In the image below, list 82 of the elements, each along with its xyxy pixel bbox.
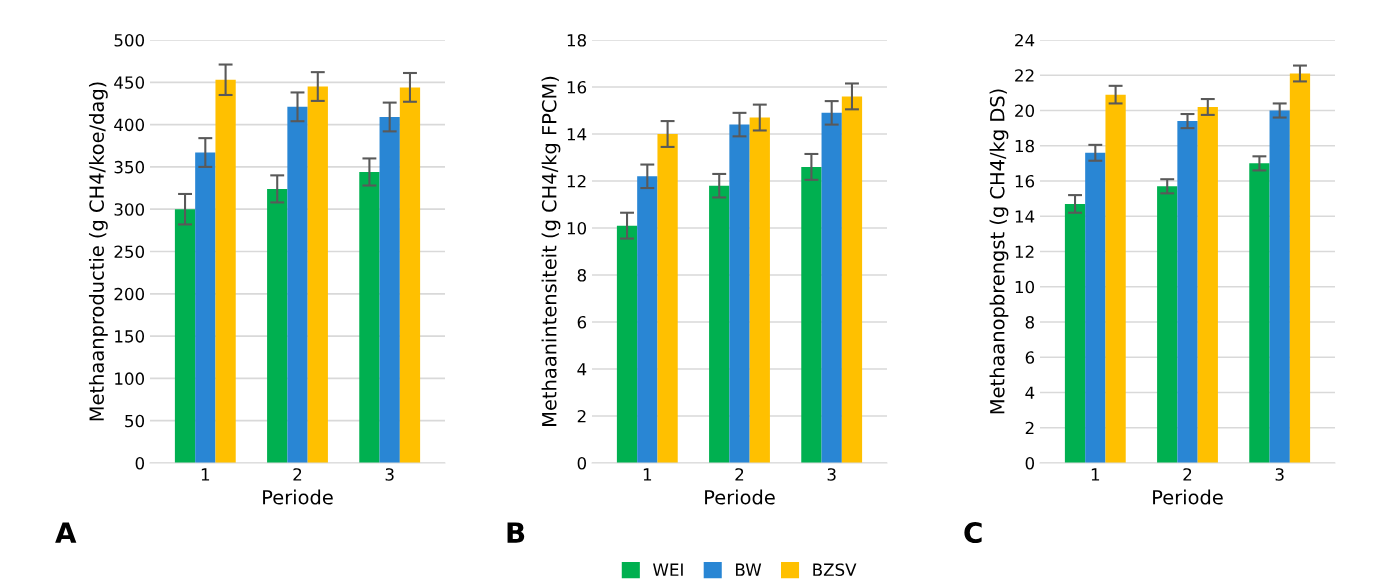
x-tick-label: 2 — [293, 468, 302, 481]
x-tick-label: 3 — [1275, 468, 1284, 481]
bar — [657, 134, 678, 463]
y-tick-label: 50 — [125, 414, 145, 428]
bar — [821, 112, 842, 463]
bar — [1177, 121, 1198, 463]
bar — [749, 117, 770, 463]
bar — [307, 86, 328, 463]
bar — [1157, 186, 1178, 463]
y-tick-label: 2 — [1025, 421, 1034, 435]
y-tick-label: 150 — [115, 330, 145, 343]
bar — [841, 96, 863, 463]
x-axis-title: Periode — [263, 489, 333, 505]
legend-label: BZSV — [813, 563, 857, 576]
y-tick-label: 20 — [1015, 104, 1035, 118]
y-tick-label: 0 — [135, 456, 145, 470]
x-tick-label: 2 — [1183, 468, 1192, 481]
legend-label: WEI — [653, 563, 683, 576]
y-tick-label: 450 — [114, 76, 145, 89]
y-tick-label: 4 — [577, 363, 587, 376]
y-tick-label: 12 — [567, 174, 586, 188]
bar — [195, 152, 216, 463]
bar — [1085, 152, 1106, 463]
y-tick-label: 22 — [1015, 69, 1034, 82]
legend-label: BW — [736, 563, 762, 576]
y-axis-title: Methaanintensiteit (g CH4/kg FPCM) — [541, 76, 561, 426]
x-axis-title: Periode — [705, 489, 775, 505]
y-tick-label: 6 — [577, 315, 587, 329]
y-tick-label: 4 — [1025, 386, 1035, 399]
text: C — [964, 522, 982, 544]
text: A — [55, 522, 77, 543]
bar — [267, 188, 288, 463]
y-tick-label: 14 — [567, 128, 587, 141]
bar — [1249, 163, 1270, 463]
bar — [399, 87, 421, 463]
y-tick-label: 200 — [114, 287, 145, 301]
y-tick-label: 500 — [114, 33, 145, 47]
x-tick-label: 1 — [643, 468, 652, 481]
bar — [801, 166, 822, 463]
y-tick-label: 6 — [1025, 351, 1035, 364]
x-tick-label: 1 — [1091, 468, 1100, 481]
x-axis-title: Periode — [1153, 489, 1223, 505]
y-tick-label: 0 — [1025, 456, 1035, 470]
y-tick-label: 250 — [114, 245, 145, 259]
bar — [709, 185, 730, 463]
bar — [1105, 94, 1126, 463]
y-tick-label: 400 — [114, 118, 145, 132]
bar — [1197, 106, 1218, 463]
bar — [379, 116, 400, 463]
bar — [1289, 73, 1311, 463]
y-tick-label: 350 — [114, 160, 145, 174]
x-tick-label: 1 — [201, 468, 210, 481]
y-axis-title: Methaanopbrengst (g CH4/kg DS) — [989, 89, 1009, 414]
bar — [616, 225, 638, 463]
bar — [174, 209, 196, 463]
y-tick-label: 18 — [1015, 139, 1034, 153]
y-tick-label: 24 — [1015, 33, 1035, 47]
y-tick-label: 14 — [1015, 210, 1035, 223]
y-tick-label: 8 — [1025, 315, 1034, 329]
bar — [1269, 110, 1290, 463]
y-tick-label: 2 — [577, 409, 586, 423]
y-tick-label: 100 — [115, 372, 145, 385]
bar — [637, 176, 658, 463]
x-tick-label: 2 — [735, 468, 744, 481]
y-tick-label: 300 — [114, 203, 145, 216]
text: B — [507, 522, 525, 543]
x-tick-label: 3 — [827, 468, 836, 481]
y-tick-label: 10 — [1015, 280, 1035, 294]
bar — [287, 106, 308, 463]
y-tick-label: 10 — [567, 221, 587, 235]
y-tick-label: 8 — [577, 268, 586, 282]
bar — [359, 171, 380, 463]
y-tick-label: 16 — [1015, 174, 1035, 188]
y-tick-label: 18 — [567, 33, 586, 47]
y-tick-label: 0 — [577, 456, 587, 470]
bar — [729, 124, 750, 463]
y-axis-title: Methaanproductie (g CH4/koe/dag) — [88, 82, 108, 421]
bar — [215, 79, 236, 463]
bar — [1064, 203, 1086, 463]
x-tick-label: 3 — [385, 468, 394, 481]
y-tick-label: 12 — [1015, 245, 1034, 258]
y-tick-label: 16 — [567, 80, 587, 94]
